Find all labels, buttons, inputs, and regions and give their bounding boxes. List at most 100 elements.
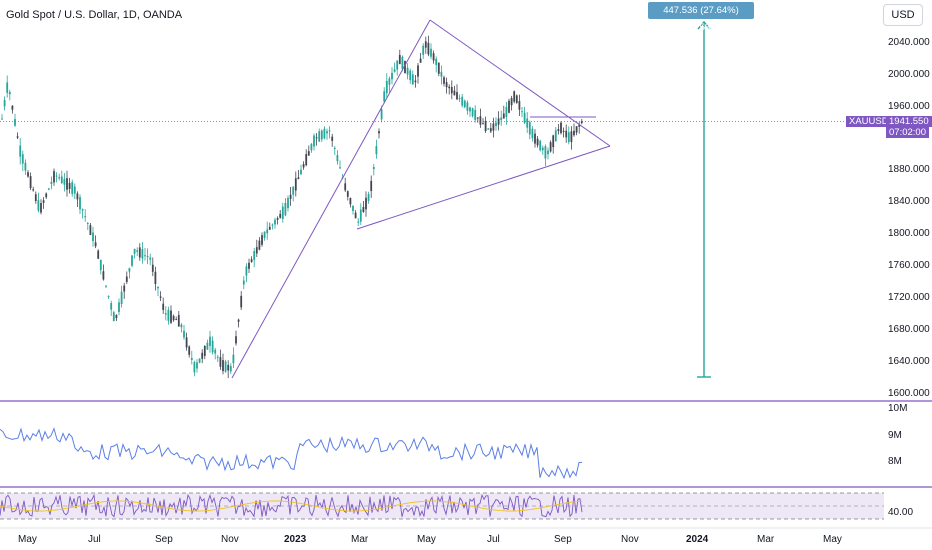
candle-body <box>1 118 3 120</box>
candle-body <box>60 176 63 184</box>
candle-body <box>37 200 40 211</box>
candle-body <box>385 80 388 94</box>
candle-body <box>443 77 445 84</box>
candle-body <box>307 151 310 156</box>
candle-body <box>29 176 32 189</box>
candle-body <box>318 131 321 142</box>
candle-body <box>521 111 523 113</box>
candle-body <box>430 48 432 57</box>
candle-body <box>86 222 89 224</box>
price-label: 1880.000 <box>888 164 930 175</box>
candle-body <box>6 82 9 93</box>
candle-body <box>536 138 539 146</box>
candle-body <box>154 271 157 284</box>
price-label: 1840.000 <box>888 196 930 207</box>
candle-body <box>89 225 92 235</box>
candle-body <box>68 182 71 190</box>
candle-body <box>193 362 196 373</box>
candle-body <box>456 92 458 100</box>
candle-body <box>469 107 471 112</box>
candle-body <box>414 80 417 83</box>
currency-button[interactable]: USD <box>883 4 923 26</box>
candle-body <box>216 356 219 358</box>
candle-body <box>310 144 313 151</box>
candle-body <box>523 112 526 123</box>
candle-body <box>180 324 183 328</box>
candle-body <box>531 128 534 139</box>
candle-body <box>333 148 336 150</box>
price-label: 1960.000 <box>888 101 930 112</box>
candle-body <box>541 147 544 151</box>
candle-body <box>190 357 193 361</box>
candle-body <box>107 295 110 297</box>
candle-body <box>409 70 412 81</box>
candle-body <box>315 137 318 139</box>
price-label: 1680.000 <box>888 324 930 335</box>
candle-body <box>365 197 367 210</box>
candle-body <box>79 197 81 210</box>
rsi-ma-line <box>0 500 583 512</box>
candle-body <box>505 106 508 117</box>
candle-body <box>448 86 451 89</box>
candle-body <box>123 285 126 292</box>
candle-body <box>461 96 464 106</box>
candle-body <box>570 131 573 142</box>
time-label: 2024 <box>686 534 709 545</box>
candle-body <box>370 180 373 192</box>
candle-body <box>432 53 435 61</box>
price-label: 1600.000 <box>888 388 930 399</box>
candle-body <box>133 248 136 254</box>
candle-body <box>297 177 300 180</box>
candle-body <box>128 268 131 272</box>
candle-body <box>422 45 425 55</box>
candle-body <box>53 171 55 183</box>
volume-label: 9M <box>888 430 902 441</box>
candle-body <box>497 118 500 125</box>
candle-body <box>201 352 204 359</box>
candle-body <box>328 130 331 132</box>
candle-body <box>8 91 11 95</box>
candle-body <box>149 257 152 260</box>
candle-body <box>302 164 305 168</box>
candle-body <box>359 209 362 222</box>
volume-label: 10M <box>888 403 908 414</box>
candle-body <box>417 65 419 77</box>
candle-body <box>450 87 453 94</box>
candle-body <box>502 113 505 119</box>
candle-body <box>196 362 198 369</box>
candle-body <box>170 310 172 323</box>
candle-body <box>279 213 282 218</box>
candle-body <box>554 130 557 142</box>
rsi-label: 40.00 <box>888 507 914 518</box>
candle-body <box>380 109 383 120</box>
candle-body <box>547 150 549 155</box>
candle-body <box>211 340 214 353</box>
time-label: Jul <box>88 534 101 545</box>
time-label: Mar <box>351 534 369 545</box>
candle-body <box>471 108 474 117</box>
candle-body <box>42 200 45 203</box>
candle-body <box>118 302 120 312</box>
symbol-tag: XAUUSD <box>846 116 892 127</box>
price-label: 2040.000 <box>888 37 930 48</box>
candle-body <box>172 315 175 321</box>
candle-body <box>331 136 334 141</box>
candle-body <box>289 194 292 199</box>
candle-body <box>466 102 469 111</box>
candle-body <box>258 240 261 250</box>
candle-body <box>157 286 159 289</box>
candle-body <box>427 42 430 55</box>
candle-body <box>47 188 50 190</box>
candle-body <box>138 247 141 258</box>
candle-body <box>162 303 165 310</box>
candle-body <box>63 178 66 185</box>
candle-body <box>500 117 503 121</box>
candle-body <box>560 122 562 134</box>
candle-body <box>383 91 386 102</box>
candle-body <box>440 72 443 77</box>
candle-body <box>115 314 118 318</box>
candle-body <box>125 276 128 282</box>
trendline-resistance <box>429 19 611 147</box>
candle-body <box>274 219 276 225</box>
